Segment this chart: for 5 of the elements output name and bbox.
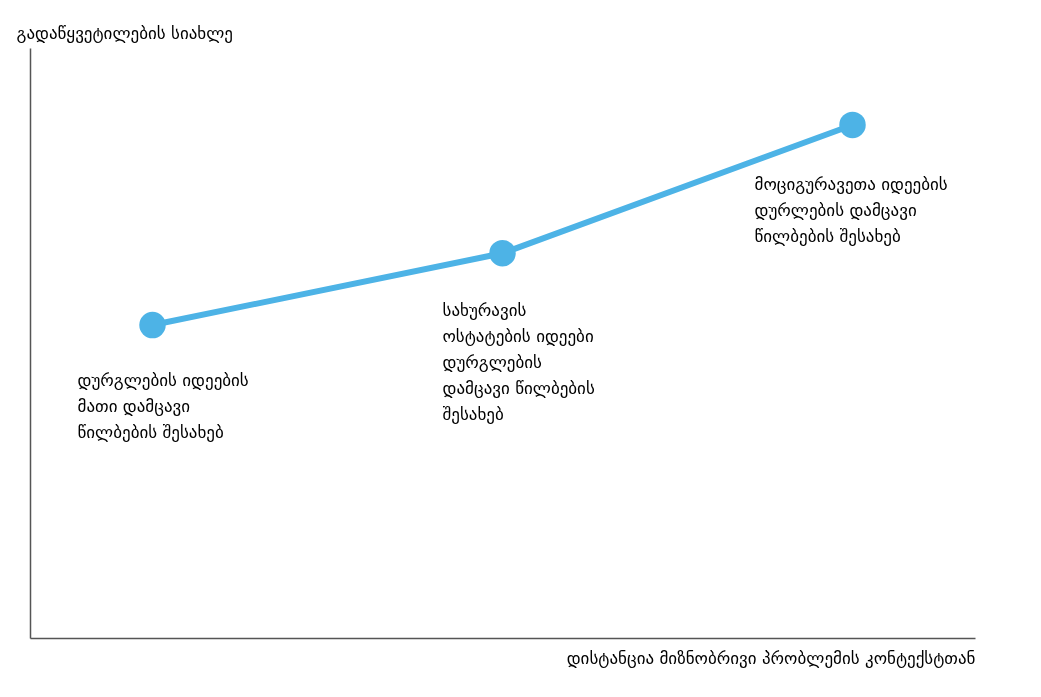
annotation: სახურავის ოსტატების იდეები დურგლების დამცავი წილბების შესახებ: [442, 300, 595, 425]
annotation: დურგლების იდეების მათი დამცავი წილბების შესახებ: [77, 370, 249, 443]
x-axis-title: დისტანცია მიზნობრივი პრობლემის კონტექსტთან: [566, 647, 976, 668]
y-axis-title: გადაწყვეტილების სიახლე: [16, 22, 233, 43]
annotation: მოციგურავეთა იდეების დურლების დამცავი წილბების შესახებ: [754, 173, 948, 246]
